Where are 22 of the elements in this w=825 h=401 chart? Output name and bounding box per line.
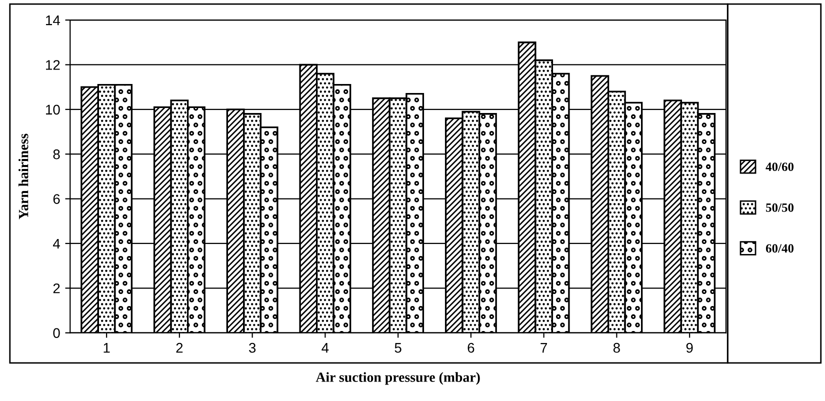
legend-label: 40/60 xyxy=(766,162,794,172)
y-tick-label: 6 xyxy=(53,194,60,204)
x-tick-label: 5 xyxy=(394,343,402,353)
y-tick-label: 8 xyxy=(53,149,60,160)
y-tick-label: 10 xyxy=(46,104,60,115)
x-tick-label: 6 xyxy=(468,342,474,353)
y-tick-label: 0 xyxy=(53,328,60,338)
x-tick-label: 4 xyxy=(322,343,329,353)
x-tick-label: 1 xyxy=(104,343,110,353)
legend-label: 50/50 xyxy=(766,203,794,212)
y-tick-label: 2 xyxy=(53,283,60,294)
x-tick-label: 7 xyxy=(540,343,547,353)
y-tick-label: 14 xyxy=(46,16,60,26)
y-tick-label: 12 xyxy=(46,60,60,70)
y-axis-title: Yarn hairiness xyxy=(18,134,28,220)
x-tick-label: 3 xyxy=(248,342,256,353)
y-tick-label: 4 xyxy=(53,238,60,248)
x-tick-label: 2 xyxy=(176,342,183,353)
x-tick-label: 8 xyxy=(613,342,620,353)
x-axis-title: Air suction pressure (mbar) xyxy=(316,372,480,385)
x-tick-label: 9 xyxy=(686,342,693,353)
legend-label: 60/40 xyxy=(766,244,794,253)
